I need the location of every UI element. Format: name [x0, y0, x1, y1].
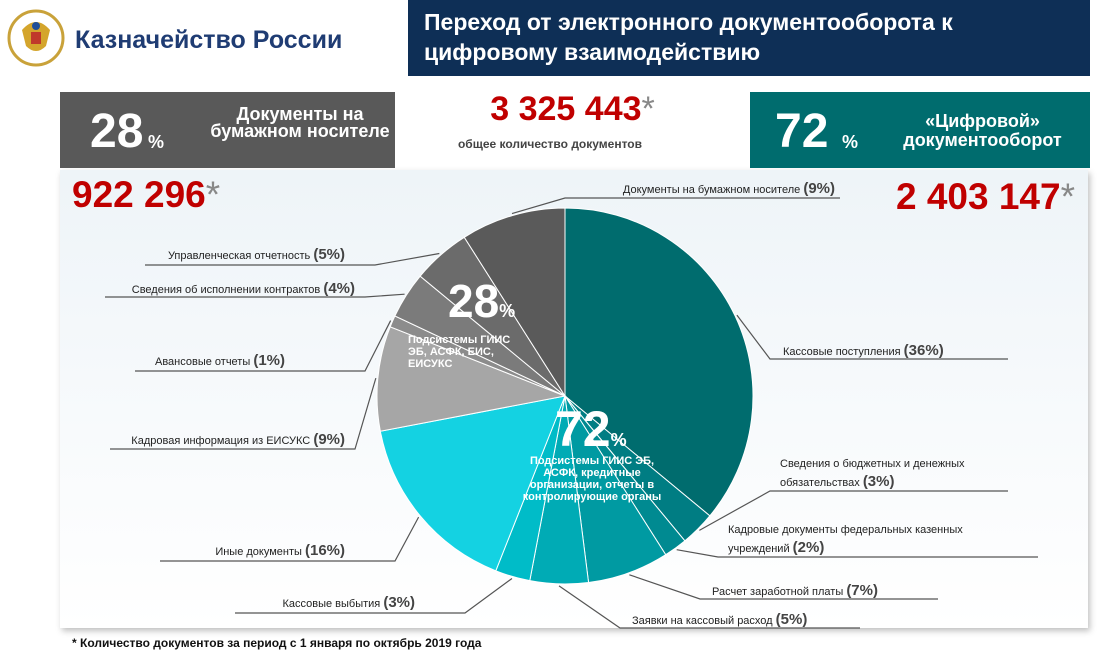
logo [7, 9, 65, 67]
pie-note-paper-percent: 28% [448, 274, 515, 328]
slice-value: (9%) [803, 180, 835, 197]
slice-label: Кассовые выбытия (3%) [195, 594, 415, 613]
pie-slice [463, 207, 566, 398]
slice-label: Заявки на кассовый расход (5%) [632, 611, 852, 630]
slice-label: Документы на бумажном носителе (9%) [555, 180, 835, 199]
leader-line [160, 516, 420, 562]
slice-value: (1%) [253, 352, 285, 369]
pie-note-digital-percent: 72% [555, 400, 627, 458]
slice-value: (2%) [792, 539, 825, 556]
slice-value: (7%) [846, 582, 878, 599]
slice-value: (5%) [775, 611, 808, 628]
leader-line [235, 577, 513, 614]
pie-slice [376, 326, 567, 432]
asterisk: * [1060, 176, 1075, 217]
leader-line [736, 314, 1008, 360]
total-label: общее количество документов [457, 137, 643, 151]
slice-label: Авансовые отчеты (1%) [85, 352, 285, 371]
slice-name: Управленческая отчетность [167, 250, 311, 262]
paper-label: Документы на бумажном носителе [210, 104, 390, 141]
slice-label: Иные документы (16%) [125, 542, 345, 561]
leader-line [110, 377, 377, 450]
pie-note-paper: Подсистемы ГИИС ЭБ, АСФК, ЕИС, ЕИСУКС [408, 334, 511, 370]
slice-value: (3%) [862, 473, 895, 490]
total-count-wrap: 3 325 443* [400, 90, 745, 129]
pie-slice [564, 207, 754, 517]
slice-value: (4%) [323, 280, 355, 297]
footnote: * Количество документов за период с 1 ян… [72, 636, 482, 650]
slice-name: Кассовые выбытия [282, 598, 381, 610]
leader-line [676, 549, 1038, 558]
paper-percent: 28 [90, 105, 144, 158]
digital-count-wrap: 2 403 147* [820, 176, 1075, 218]
slice-label: Кадровые документы федеральных казенных … [728, 521, 1018, 558]
digital-percent-sign: % [842, 132, 859, 152]
slice-label: Сведения о бюджетных и денежных обязател… [780, 455, 1005, 492]
pie-note-digital: Подсистемы ГИИС ЭБ, АСФК, кредитные орга… [522, 455, 662, 503]
digital-label: «Цифровой» документооборот [903, 111, 1062, 150]
slice-name: Расчет заработной платы [712, 586, 844, 598]
paper-box: 28 % Документы на бумажном носителе [60, 92, 395, 168]
slice-value: (3%) [383, 594, 415, 611]
leader-line [629, 574, 938, 600]
digital-box: 72 % «Цифровой» документооборот [750, 92, 1090, 168]
title: Переход от электронного документооборота… [424, 9, 953, 65]
asterisk: * [641, 90, 655, 128]
leader-line [699, 490, 1008, 531]
slice-name: Сведения о бюджетных и денежных обязател… [780, 458, 965, 489]
slice-label: Управленческая отчетность (5%) [105, 246, 345, 265]
slice-label: Кассовые поступления (36%) [783, 342, 1003, 361]
slice-label: Расчет заработной платы (7%) [712, 582, 932, 601]
slice-name: Кадровые документы федеральных казенных … [728, 524, 963, 555]
slice-value: (9%) [313, 431, 345, 448]
digital-percent: 72 [775, 105, 829, 158]
pie-slice [379, 395, 566, 572]
leader-line [135, 320, 392, 372]
leader-line [145, 252, 440, 266]
note-sign: % [499, 301, 516, 321]
title-bar: Переход от электронного документооборота… [408, 0, 1090, 76]
slice-name: Кадровая информация из ЕИСУКС [131, 435, 311, 447]
slice-label: Сведения об исполнении контрактов (4%) [95, 280, 355, 299]
leader-line [105, 293, 405, 298]
slice-name: Заявки на кассовый расход [632, 615, 773, 627]
slice-label: Кадровая информация из ЕИСУКС (9%) [85, 431, 345, 450]
slice-name: Кассовые поступления [783, 346, 901, 358]
digital-count: 2 403 147 [895, 176, 1061, 217]
asterisk: * [205, 174, 221, 215]
slice-name: Иные документы [215, 546, 302, 558]
slice-name: Документы на бумажном носителе [622, 184, 801, 196]
org-name: Казначейство России [75, 26, 343, 54]
slice-name: Сведения об исполнении контрактов [131, 284, 321, 296]
note-percent: 28 [448, 275, 500, 327]
note-percent: 72 [555, 401, 611, 457]
leader-line [558, 585, 860, 629]
total-count: 3 325 443 [490, 90, 642, 128]
paper-percent-sign: % [148, 132, 165, 152]
paper-count-wrap: 922 296* [72, 174, 220, 216]
slice-value: (16%) [304, 542, 345, 559]
paper-count: 922 296 [72, 174, 206, 215]
slice-value: (5%) [313, 246, 345, 263]
slice-value: (36%) [903, 342, 944, 359]
note-sign: % [610, 430, 627, 450]
slice-name: Авансовые отчеты [155, 356, 251, 368]
leader-line [511, 197, 840, 215]
